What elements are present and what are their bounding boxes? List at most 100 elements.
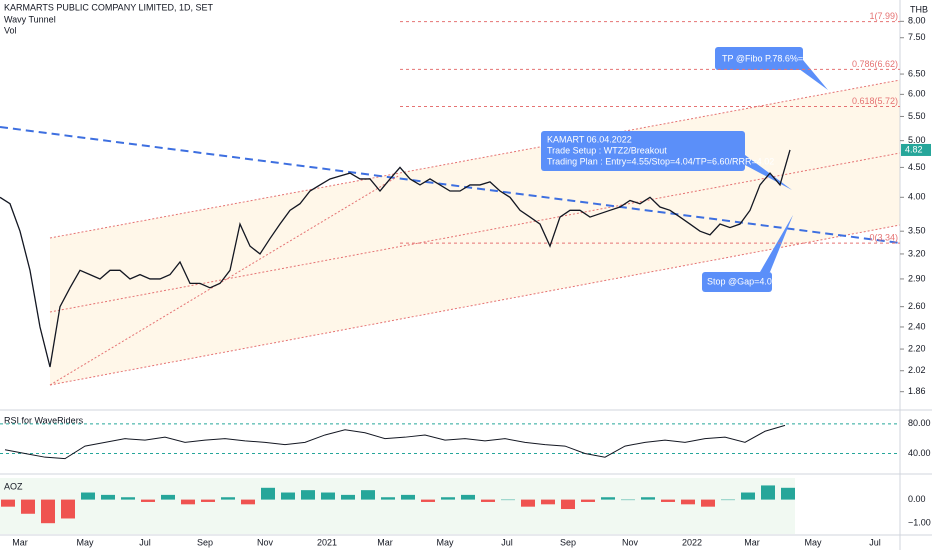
y-tick-label: 1.86 <box>908 386 926 396</box>
aoz-bar <box>741 492 755 500</box>
y-tick-label: 2.02 <box>908 365 926 375</box>
annotation: TP @Fibo P.78.6%=6.60 <box>722 53 821 63</box>
channel-bottom <box>49 224 901 386</box>
aoz-bar <box>521 499 535 507</box>
y-tick-label: 2.60 <box>908 301 926 311</box>
indicator-label: Wavy Tunnel <box>4 14 56 24</box>
fibo-label: 0.786(6.62) <box>852 59 898 69</box>
y-tick-label: 3.20 <box>908 248 926 258</box>
aoz-bar <box>441 497 455 500</box>
y-tick-label: 3.50 <box>908 226 926 236</box>
aoz-bar <box>41 499 55 524</box>
last-price: 4.82 <box>905 144 923 154</box>
indicator-label: Vol <box>4 25 17 35</box>
channel-mid <box>49 152 901 313</box>
aoz-bar <box>201 499 215 502</box>
aoz-bar <box>121 497 135 500</box>
chart-title: KARMARTS PUBLIC COMPANY LIMITED, 1D, SET <box>4 2 214 12</box>
x-tick-label: Mar <box>377 537 393 547</box>
channel-top <box>49 79 901 239</box>
aoz-bar <box>161 494 175 500</box>
y-tick-label: 5.00 <box>908 135 926 145</box>
aoz-bar <box>61 499 75 519</box>
fibo-label: 1(7.99) <box>869 11 898 21</box>
aoz-bar <box>641 497 655 500</box>
aoz-bar <box>541 499 555 505</box>
aoz-bar <box>621 499 635 501</box>
rsi-title: RSI for WaveRiders <box>4 415 84 425</box>
y-tick-label: 7.50 <box>908 32 926 42</box>
aoz-tick-label: −1.00 <box>908 518 931 528</box>
aoz-bar <box>601 497 615 500</box>
y-tick-label: 2.90 <box>908 273 926 283</box>
y-tick-label: 4.50 <box>908 162 926 172</box>
annotation-box <box>541 131 745 171</box>
aoz-bar <box>241 499 255 505</box>
fibo-label: 0(3.34) <box>869 232 898 242</box>
y-tick-label: 6.50 <box>908 68 926 78</box>
aoz-bar <box>21 499 35 514</box>
fibo-label: 0.618(5.72) <box>852 96 898 106</box>
aoz-bar <box>581 499 595 502</box>
aoz-bar <box>461 494 475 500</box>
rsi-line <box>4 424 786 460</box>
x-tick-label: May <box>76 537 94 547</box>
price-line <box>0 149 791 368</box>
annotation-box <box>715 47 803 70</box>
y-tick-label: 2.40 <box>908 321 926 331</box>
x-tick-label: 2021 <box>317 537 337 547</box>
aoz-bar <box>761 485 775 500</box>
x-tick-label: May <box>436 537 454 547</box>
callout-pointer <box>795 60 828 90</box>
aoz-bar <box>401 494 415 500</box>
callout-pointer <box>745 155 792 190</box>
aoz-bar <box>701 499 715 507</box>
x-tick-label: Mar <box>12 537 28 547</box>
x-tick-label: Jul <box>139 537 151 547</box>
aoz-bar <box>81 492 95 500</box>
downtrend-line <box>0 126 901 244</box>
annotation-box <box>702 272 772 292</box>
aoz-bar <box>341 494 355 500</box>
aoz-bar <box>721 499 735 501</box>
x-tick-label: Jul <box>501 537 513 547</box>
rsi-tick-label: 80.00 <box>908 418 931 428</box>
x-tick-label: 2022 <box>682 537 702 547</box>
annotation: KAMART 06.04.2022 <box>547 134 632 144</box>
aoz-bar <box>501 499 515 501</box>
y-tick-label: 8.00 <box>908 16 926 26</box>
y-tick-label: 4.00 <box>908 192 926 202</box>
aoz-bg <box>0 478 795 534</box>
aoz-bar <box>101 494 115 500</box>
aoz-bar <box>321 492 335 500</box>
aoz-bar <box>1 499 15 507</box>
currency: THB <box>910 4 928 14</box>
annotation: Trade Setup : WTZ2/Breakout <box>547 145 667 155</box>
aoz-bar <box>681 499 695 505</box>
rsi-tick-label: 40.00 <box>908 448 931 458</box>
x-tick-label: Nov <box>622 537 639 547</box>
x-tick-label: Sep <box>197 537 213 547</box>
aoz-bar <box>781 487 795 500</box>
aoz-bar <box>181 499 195 505</box>
x-tick-label: May <box>804 537 822 547</box>
aoz-bar <box>261 487 275 500</box>
aoz-bar <box>221 497 235 500</box>
annotation: Stop @Gap=4.04 <box>707 276 777 286</box>
y-tick-label: 5.50 <box>908 111 926 121</box>
callout-pointer <box>760 215 793 272</box>
x-tick-label: Jul <box>869 537 881 547</box>
aoz-bar <box>141 499 155 502</box>
y-tick-label: 6.00 <box>908 89 926 99</box>
x-tick-label: Mar <box>744 537 760 547</box>
x-tick-label: Nov <box>257 537 274 547</box>
last-price-box <box>901 143 931 156</box>
fibo-trend <box>49 174 401 386</box>
aoz-bar <box>561 499 575 510</box>
aoz-tick-label: 0.00 <box>908 494 926 504</box>
aoz-bar <box>481 499 495 502</box>
aoz-bar <box>301 490 315 500</box>
y-tick-label: 2.20 <box>908 343 926 353</box>
aoz-bar <box>281 492 295 500</box>
